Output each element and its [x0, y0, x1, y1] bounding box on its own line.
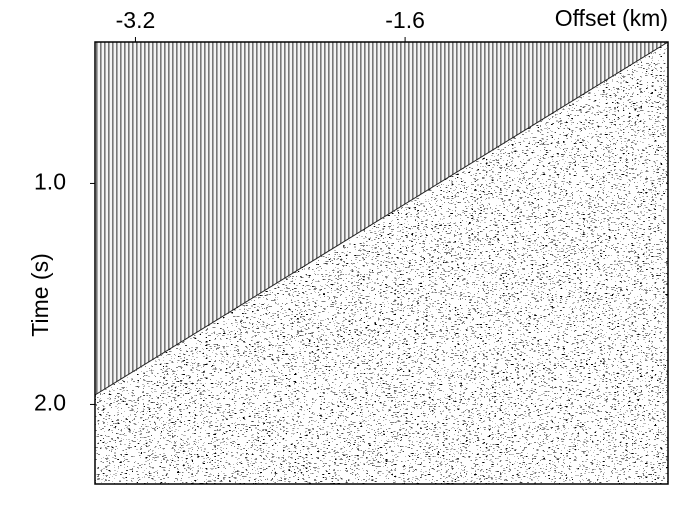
plot-area: [95, 42, 668, 484]
y-tick-label: 2.0: [34, 390, 66, 416]
x-tick-label: -3.2: [116, 7, 156, 33]
x-tick-label: -1.6: [385, 7, 425, 33]
chart: Offset (km) Time (s) -3.2 -1.6 1.0 2.0: [0, 0, 681, 514]
y-axis-label: Time (s): [27, 253, 53, 336]
y-tick-label: 1.0: [34, 169, 66, 195]
x-axis-label: Offset (km): [555, 5, 668, 31]
